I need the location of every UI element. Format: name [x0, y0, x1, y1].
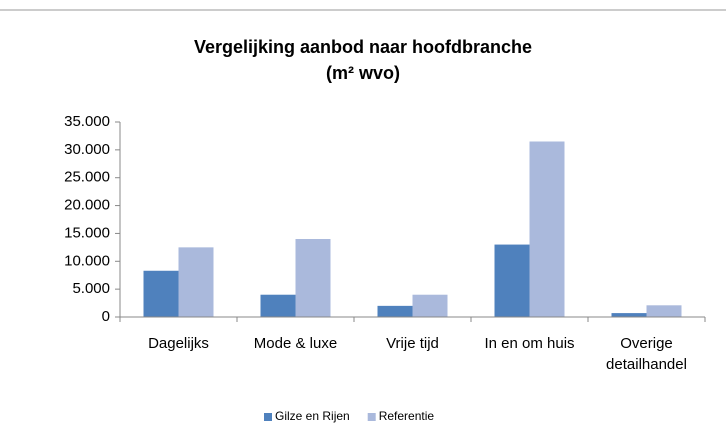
x-tick-label: In en om huis	[484, 335, 574, 352]
y-tick-label: 5.000	[72, 280, 110, 297]
legend-label: Gilze en Rijen	[275, 409, 350, 423]
x-tick-label: Overige detailhandel	[606, 335, 687, 373]
x-tick-label: Mode & luxe	[254, 335, 337, 352]
bar	[178, 247, 214, 317]
bar	[260, 294, 296, 317]
legend-swatch	[264, 413, 272, 421]
chart-title: Vergelijking aanbod naar hoofdbranche	[194, 37, 532, 57]
bar	[529, 141, 565, 317]
bar	[143, 270, 179, 317]
y-tick-label: 10.000	[64, 252, 110, 269]
legend-label: Referentie	[379, 409, 435, 423]
x-tick-label: Vrije tijd	[386, 335, 439, 352]
y-tick-label: 35.000	[64, 113, 110, 130]
chart-subtitle: (m² wvo)	[326, 63, 400, 83]
bar	[412, 294, 448, 317]
y-tick-label: 20.000	[64, 197, 110, 214]
y-tick-label: 0	[102, 308, 110, 325]
y-tick-label: 30.000	[64, 141, 110, 158]
y-tick-label: 25.000	[64, 169, 110, 186]
bar	[295, 239, 331, 317]
x-tick-label: Dagelijks	[148, 335, 209, 352]
bar	[646, 305, 682, 317]
bar	[611, 313, 647, 317]
bar	[377, 305, 413, 317]
y-tick-label: 15.000	[64, 224, 110, 241]
legend-swatch	[367, 413, 376, 421]
bar	[494, 244, 530, 317]
